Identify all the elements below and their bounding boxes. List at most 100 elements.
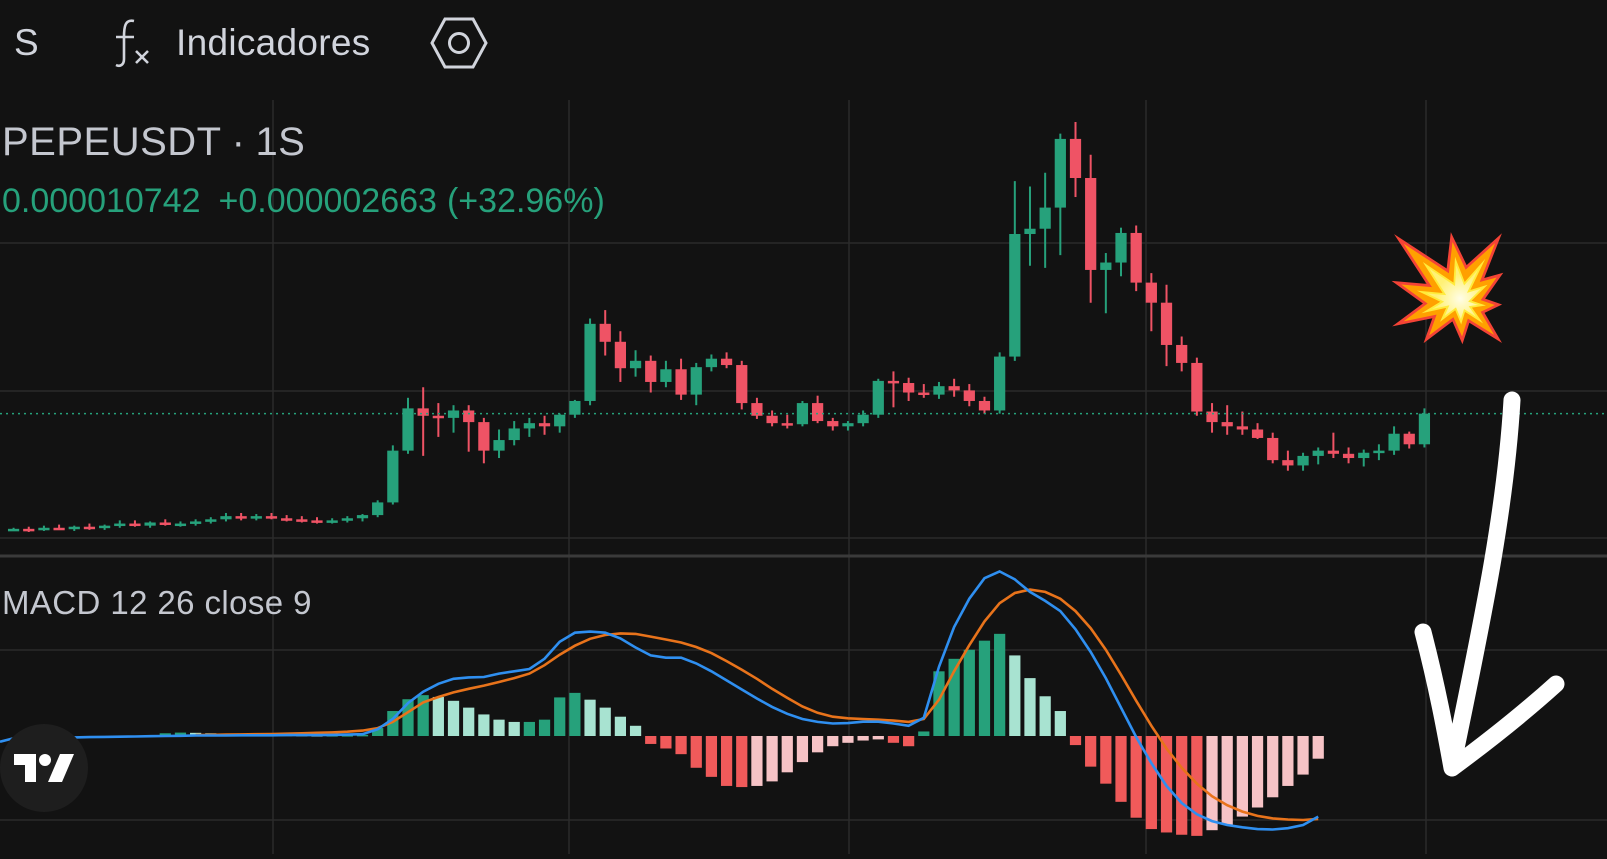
candle[interactable] (174, 521, 187, 527)
candle[interactable] (827, 417, 839, 431)
candle[interactable] (296, 516, 308, 523)
candle[interactable] (1327, 432, 1340, 459)
candle[interactable] (554, 413, 566, 433)
tradingview-logo[interactable] (0, 724, 88, 812)
candle[interactable] (432, 403, 444, 437)
candle[interactable] (963, 384, 975, 407)
candle[interactable] (463, 405, 475, 452)
candle[interactable] (584, 318, 596, 406)
candle[interactable] (796, 400, 809, 427)
candle[interactable] (53, 524, 65, 531)
candle[interactable] (538, 415, 551, 435)
candle[interactable] (1418, 408, 1431, 448)
candle[interactable] (918, 384, 930, 398)
candle[interactable] (1267, 432, 1279, 464)
candle[interactable] (311, 517, 323, 524)
symbol-legend[interactable]: PEPEUSDT · 1S (2, 120, 305, 165)
candle[interactable] (114, 520, 126, 528)
candle[interactable] (720, 352, 733, 369)
candle[interactable] (144, 521, 156, 528)
candle[interactable] (372, 500, 384, 518)
candle[interactable] (1069, 122, 1082, 198)
candle[interactable] (23, 526, 35, 532)
candle[interactable] (811, 395, 824, 424)
candle[interactable] (68, 525, 80, 531)
candle[interactable] (1342, 447, 1355, 464)
candle[interactable] (1191, 357, 1203, 416)
interval-button[interactable]: S (14, 14, 39, 72)
candle[interactable] (190, 519, 202, 526)
candle[interactable] (7, 527, 20, 532)
candle[interactable] (281, 515, 293, 522)
candle[interactable] (614, 331, 627, 382)
candle[interactable] (1039, 172, 1051, 268)
candle[interactable] (1206, 403, 1218, 433)
price-pane[interactable] (7, 122, 1431, 532)
candle[interactable] (1176, 336, 1188, 372)
candle[interactable] (356, 514, 369, 522)
candle[interactable] (326, 518, 338, 524)
candle[interactable] (493, 429, 505, 459)
candle[interactable] (1085, 154, 1097, 303)
candle[interactable] (1115, 227, 1127, 277)
candle[interactable] (887, 371, 900, 408)
candle[interactable] (599, 310, 611, 356)
candle[interactable] (1054, 133, 1066, 256)
candle[interactable] (1403, 431, 1415, 449)
candle[interactable] (38, 525, 50, 531)
candle[interactable] (1388, 426, 1400, 455)
candle[interactable] (766, 410, 778, 427)
candle[interactable] (1251, 423, 1264, 440)
candle[interactable] (250, 514, 262, 521)
candle[interactable] (1221, 405, 1233, 435)
candle[interactable] (781, 414, 793, 429)
settings-button[interactable] (428, 14, 490, 72)
candle[interactable] (235, 512, 247, 521)
candle[interactable] (690, 362, 702, 406)
candle[interactable] (903, 377, 915, 401)
candle[interactable] (1358, 449, 1370, 467)
candle[interactable] (1024, 186, 1036, 266)
candle[interactable] (1236, 411, 1248, 435)
candle[interactable] (523, 417, 535, 437)
candle[interactable] (83, 523, 96, 530)
candle[interactable] (447, 405, 460, 433)
candle[interactable] (629, 350, 642, 377)
candle[interactable] (159, 519, 171, 526)
candle[interactable] (1312, 447, 1324, 465)
candle[interactable] (98, 524, 111, 530)
candle[interactable] (978, 396, 991, 414)
candle[interactable] (1282, 450, 1294, 471)
candle[interactable] (387, 445, 399, 505)
candle[interactable] (1130, 225, 1142, 292)
macd-legend[interactable]: MACD 12 26 close 9 (2, 584, 312, 621)
candle[interactable] (736, 360, 748, 410)
candle[interactable] (1373, 444, 1385, 461)
candle[interactable] (751, 397, 763, 419)
candle[interactable] (705, 354, 718, 372)
indicators-button[interactable]: Indicadores (112, 14, 371, 72)
candle[interactable] (842, 421, 854, 431)
candle[interactable] (1297, 452, 1309, 471)
candle[interactable] (129, 520, 141, 527)
candle[interactable] (220, 512, 232, 522)
candle[interactable] (1160, 284, 1173, 367)
candle[interactable] (933, 381, 945, 399)
candle[interactable] (872, 378, 884, 418)
candle[interactable] (1009, 181, 1021, 361)
candle[interactable] (948, 378, 960, 397)
candle[interactable] (417, 387, 429, 456)
candle[interactable] (994, 352, 1006, 414)
candle[interactable] (1100, 253, 1112, 314)
candle[interactable] (265, 512, 278, 520)
candle[interactable] (402, 397, 414, 454)
candle[interactable] (341, 516, 353, 523)
candle[interactable] (508, 421, 520, 446)
macd-pane[interactable] (0, 569, 1324, 836)
candle[interactable] (857, 410, 869, 427)
candle[interactable] (569, 399, 581, 418)
candle[interactable] (205, 517, 217, 524)
candle[interactable] (478, 417, 490, 464)
